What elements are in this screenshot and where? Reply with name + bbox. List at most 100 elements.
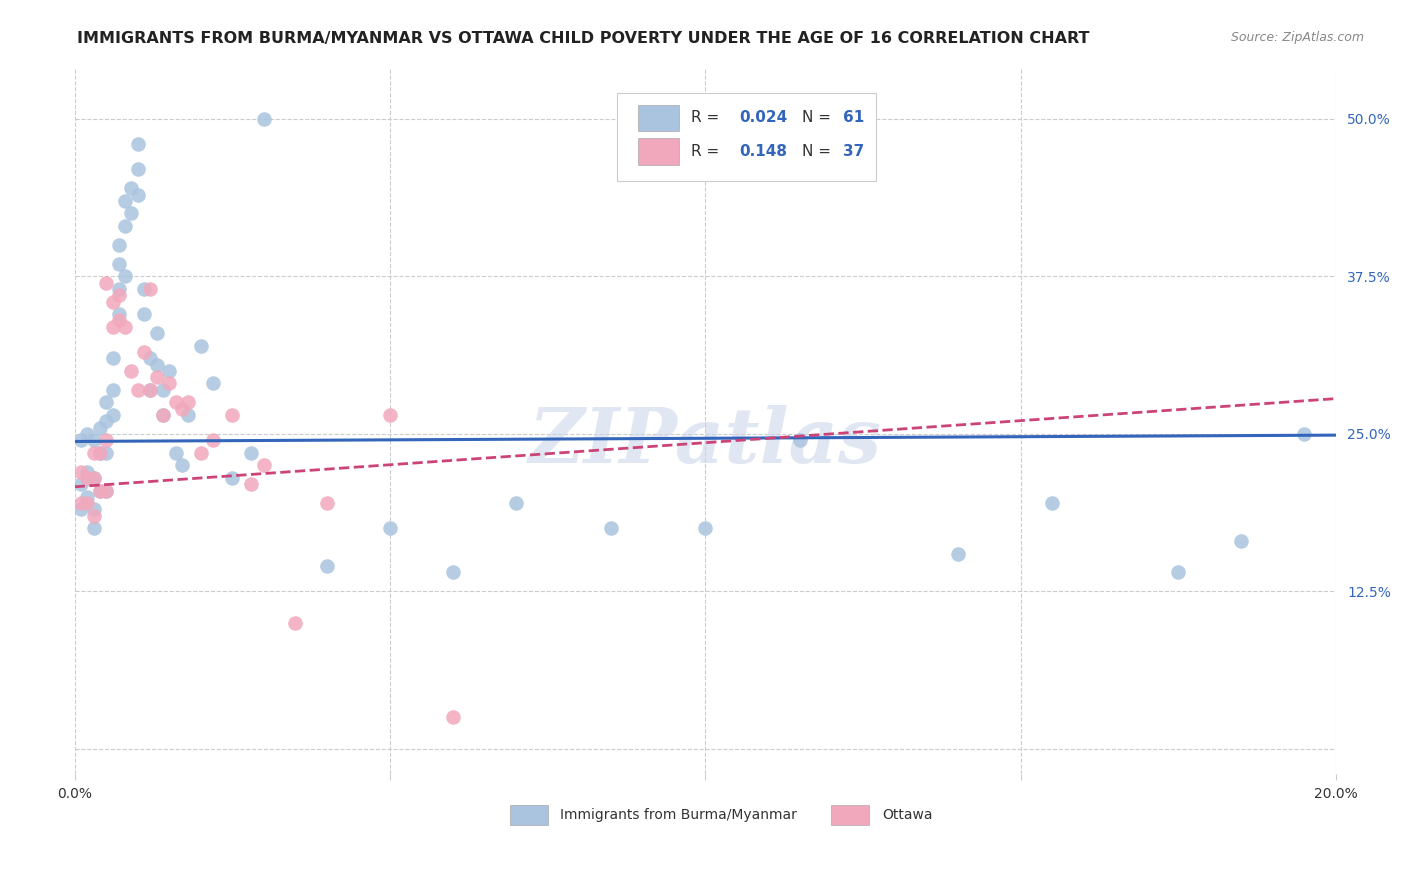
Point xyxy=(89,446,111,460)
Point xyxy=(70,496,93,510)
Point xyxy=(83,471,105,485)
Point xyxy=(139,282,162,296)
Point xyxy=(83,471,105,485)
Point xyxy=(114,219,136,233)
Point xyxy=(108,257,131,271)
Point xyxy=(76,490,98,504)
Point xyxy=(83,502,105,516)
Point xyxy=(170,458,193,473)
Point xyxy=(695,521,717,535)
Point xyxy=(177,408,200,422)
Point xyxy=(70,502,93,516)
FancyBboxPatch shape xyxy=(510,805,548,825)
Point xyxy=(89,420,111,434)
Point xyxy=(108,313,131,327)
Point xyxy=(789,433,811,447)
Point xyxy=(83,521,105,535)
Point xyxy=(101,319,124,334)
Point xyxy=(441,710,464,724)
Text: Ottawa: Ottawa xyxy=(882,808,932,822)
Point xyxy=(83,508,105,523)
Point xyxy=(1167,566,1189,580)
Point xyxy=(114,194,136,208)
Point xyxy=(127,137,149,152)
Point xyxy=(165,446,187,460)
Point xyxy=(170,401,193,416)
Point xyxy=(114,269,136,284)
Text: 61: 61 xyxy=(842,111,865,126)
Point xyxy=(76,496,98,510)
FancyBboxPatch shape xyxy=(617,93,876,181)
Point xyxy=(378,521,401,535)
Text: N =: N = xyxy=(803,145,837,160)
Text: 0.024: 0.024 xyxy=(740,111,787,126)
Point xyxy=(127,162,149,177)
Point xyxy=(96,433,118,447)
Point xyxy=(127,187,149,202)
Point xyxy=(108,307,131,321)
Point xyxy=(316,559,339,574)
Point xyxy=(96,414,118,428)
Point xyxy=(505,496,527,510)
Point xyxy=(441,566,464,580)
Point xyxy=(946,547,969,561)
Point xyxy=(76,426,98,441)
Point xyxy=(132,307,155,321)
Text: ZIPatlas: ZIPatlas xyxy=(529,406,882,479)
Point xyxy=(108,238,131,252)
Text: Source: ZipAtlas.com: Source: ZipAtlas.com xyxy=(1230,31,1364,45)
Point xyxy=(240,446,263,460)
Point xyxy=(152,383,174,397)
Point xyxy=(145,326,167,340)
Point xyxy=(221,408,243,422)
Point xyxy=(316,496,339,510)
Point xyxy=(108,288,131,302)
Point xyxy=(70,433,93,447)
Point xyxy=(145,358,167,372)
Point xyxy=(70,477,93,491)
Point xyxy=(378,408,401,422)
Point xyxy=(96,483,118,498)
Point xyxy=(83,446,105,460)
Point xyxy=(177,395,200,409)
Point xyxy=(1040,496,1063,510)
Text: R =: R = xyxy=(692,111,724,126)
Point xyxy=(96,446,118,460)
Point xyxy=(114,319,136,334)
Point xyxy=(152,408,174,422)
Point xyxy=(240,477,263,491)
Point xyxy=(127,383,149,397)
Point xyxy=(96,276,118,290)
Text: Immigrants from Burma/Myanmar: Immigrants from Burma/Myanmar xyxy=(561,808,797,822)
FancyBboxPatch shape xyxy=(831,805,869,825)
Text: R =: R = xyxy=(692,145,724,160)
Point xyxy=(202,376,225,391)
Text: 37: 37 xyxy=(842,145,865,160)
Point xyxy=(157,364,180,378)
Point xyxy=(139,383,162,397)
Point xyxy=(101,408,124,422)
Point xyxy=(190,339,212,353)
Point xyxy=(96,395,118,409)
Point xyxy=(89,483,111,498)
Point xyxy=(284,615,307,630)
Point xyxy=(101,351,124,366)
Point xyxy=(132,345,155,359)
FancyBboxPatch shape xyxy=(638,104,679,131)
Point xyxy=(76,465,98,479)
Point xyxy=(253,458,276,473)
Point xyxy=(139,383,162,397)
Point xyxy=(76,471,98,485)
Point xyxy=(70,465,93,479)
Point xyxy=(152,408,174,422)
FancyBboxPatch shape xyxy=(638,138,679,165)
Point xyxy=(101,294,124,309)
Point xyxy=(1230,533,1253,548)
Point xyxy=(96,483,118,498)
Text: N =: N = xyxy=(803,111,837,126)
Point xyxy=(89,446,111,460)
Point xyxy=(132,282,155,296)
Point xyxy=(202,433,225,447)
Point xyxy=(1294,426,1316,441)
Text: IMMIGRANTS FROM BURMA/MYANMAR VS OTTAWA CHILD POVERTY UNDER THE AGE OF 16 CORREL: IMMIGRANTS FROM BURMA/MYANMAR VS OTTAWA … xyxy=(77,31,1090,46)
